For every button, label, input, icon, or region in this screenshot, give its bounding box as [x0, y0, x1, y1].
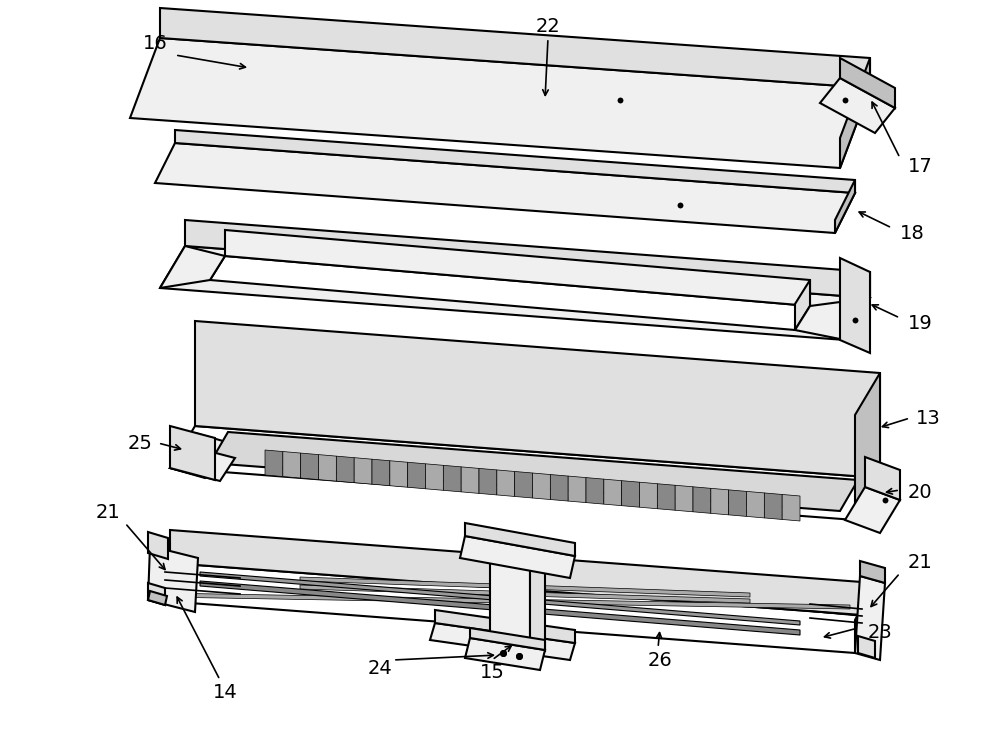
- Polygon shape: [170, 426, 880, 520]
- Polygon shape: [160, 8, 870, 88]
- Polygon shape: [840, 58, 895, 108]
- Polygon shape: [225, 230, 810, 306]
- Polygon shape: [845, 272, 870, 340]
- Polygon shape: [160, 246, 870, 340]
- Polygon shape: [622, 481, 640, 507]
- Polygon shape: [300, 585, 750, 603]
- Polygon shape: [318, 455, 336, 481]
- Polygon shape: [300, 577, 750, 597]
- Polygon shape: [150, 563, 875, 653]
- Polygon shape: [426, 464, 443, 491]
- Polygon shape: [210, 432, 858, 511]
- Text: 25: 25: [128, 434, 152, 453]
- Polygon shape: [497, 470, 515, 497]
- Polygon shape: [860, 561, 885, 583]
- Polygon shape: [336, 456, 354, 482]
- Polygon shape: [435, 610, 575, 643]
- Polygon shape: [430, 623, 575, 660]
- Polygon shape: [465, 638, 545, 670]
- Text: 18: 18: [900, 224, 924, 242]
- Polygon shape: [604, 479, 622, 506]
- Polygon shape: [586, 478, 604, 504]
- Polygon shape: [855, 583, 875, 653]
- Polygon shape: [782, 494, 800, 521]
- Text: 24: 24: [368, 658, 392, 678]
- Polygon shape: [170, 426, 215, 480]
- Text: 17: 17: [908, 156, 932, 176]
- Polygon shape: [390, 461, 408, 487]
- Polygon shape: [840, 258, 870, 353]
- Polygon shape: [746, 491, 764, 518]
- Text: 21: 21: [96, 503, 120, 523]
- Polygon shape: [354, 458, 372, 484]
- Polygon shape: [155, 143, 855, 233]
- Polygon shape: [530, 548, 545, 651]
- Polygon shape: [855, 373, 880, 520]
- Polygon shape: [148, 591, 167, 605]
- Polygon shape: [185, 220, 870, 298]
- Polygon shape: [148, 532, 168, 559]
- Polygon shape: [711, 488, 729, 515]
- Polygon shape: [160, 246, 225, 288]
- Polygon shape: [764, 493, 782, 519]
- Polygon shape: [729, 490, 746, 516]
- Text: 14: 14: [213, 684, 237, 702]
- Polygon shape: [515, 471, 532, 498]
- Polygon shape: [550, 474, 568, 501]
- Polygon shape: [200, 581, 800, 635]
- Polygon shape: [148, 583, 165, 605]
- Text: 22: 22: [536, 16, 560, 35]
- Polygon shape: [568, 476, 586, 503]
- Polygon shape: [465, 523, 575, 556]
- Polygon shape: [865, 457, 900, 500]
- Polygon shape: [372, 459, 390, 485]
- Polygon shape: [408, 462, 426, 488]
- Polygon shape: [160, 593, 850, 609]
- Polygon shape: [820, 78, 895, 133]
- Polygon shape: [443, 465, 461, 492]
- Polygon shape: [283, 452, 301, 478]
- Polygon shape: [170, 530, 875, 616]
- Polygon shape: [148, 546, 198, 612]
- Polygon shape: [460, 536, 575, 578]
- Polygon shape: [657, 484, 675, 510]
- Polygon shape: [470, 628, 545, 650]
- Polygon shape: [461, 467, 479, 494]
- Polygon shape: [855, 576, 885, 660]
- Polygon shape: [175, 130, 855, 193]
- Polygon shape: [693, 487, 711, 513]
- Polygon shape: [835, 180, 855, 233]
- Polygon shape: [301, 453, 318, 479]
- Text: 13: 13: [916, 408, 940, 428]
- Polygon shape: [200, 572, 800, 625]
- Text: 23: 23: [868, 624, 892, 643]
- Polygon shape: [479, 468, 497, 495]
- Text: 20: 20: [908, 483, 932, 503]
- Polygon shape: [195, 321, 880, 478]
- Polygon shape: [840, 58, 870, 168]
- Polygon shape: [130, 38, 870, 168]
- Polygon shape: [845, 487, 900, 533]
- Text: 26: 26: [648, 651, 672, 669]
- Polygon shape: [795, 280, 810, 330]
- Text: 21: 21: [908, 554, 932, 572]
- Polygon shape: [170, 445, 235, 481]
- Polygon shape: [265, 450, 283, 476]
- Polygon shape: [858, 636, 875, 658]
- Text: 19: 19: [908, 313, 932, 333]
- Polygon shape: [795, 298, 870, 340]
- Polygon shape: [490, 540, 530, 648]
- Text: 15: 15: [480, 663, 504, 682]
- Polygon shape: [532, 473, 550, 500]
- Text: 16: 16: [143, 34, 167, 52]
- Polygon shape: [170, 433, 230, 478]
- Polygon shape: [675, 485, 693, 512]
- Polygon shape: [210, 256, 810, 330]
- Polygon shape: [640, 482, 657, 509]
